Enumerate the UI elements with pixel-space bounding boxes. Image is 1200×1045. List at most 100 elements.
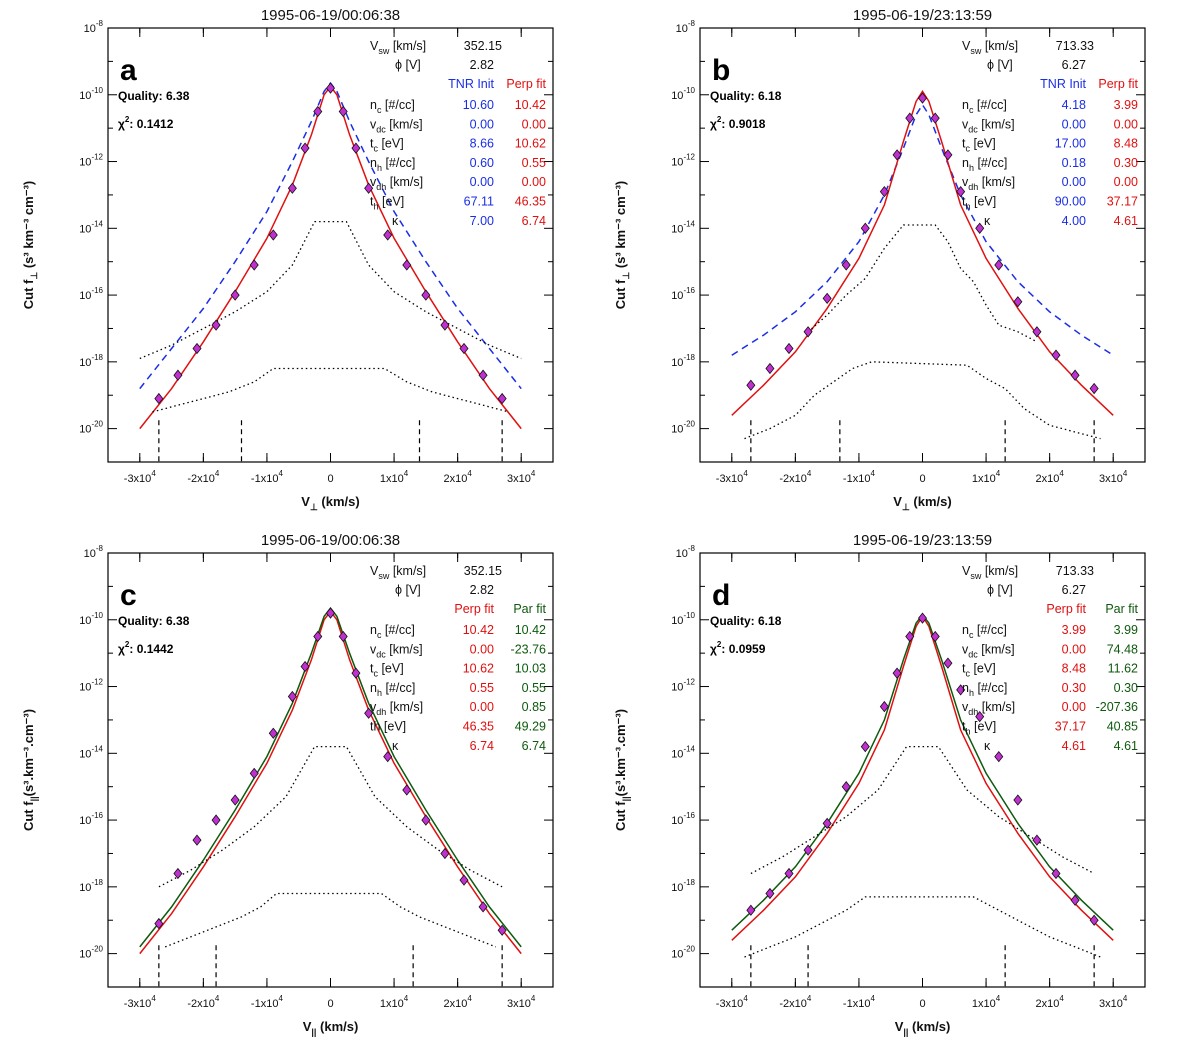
data-point bbox=[230, 289, 240, 301]
y-tick-label: 10-16 bbox=[79, 811, 103, 827]
data-point bbox=[268, 229, 278, 241]
x-tick-label: -2x104 bbox=[187, 469, 220, 485]
x-tick-label: 1x104 bbox=[972, 469, 1001, 485]
y-tick-label: 10-10 bbox=[671, 611, 695, 627]
param-value-col1: 0.30 bbox=[1062, 681, 1086, 695]
param-value-col1: 3.99 bbox=[1062, 623, 1086, 637]
param-value-col1: 0.00 bbox=[1062, 642, 1086, 656]
data-point bbox=[300, 142, 310, 154]
data-point bbox=[351, 667, 361, 679]
param-value-col2: 0.30 bbox=[1114, 681, 1138, 695]
vsw-value: 713.33 bbox=[1056, 564, 1094, 578]
data-point bbox=[211, 814, 221, 826]
data-point bbox=[1051, 867, 1061, 880]
noise-curve bbox=[164, 892, 497, 948]
phi-label: ϕ [V] bbox=[395, 58, 421, 72]
data-point bbox=[943, 657, 953, 669]
data-point bbox=[841, 259, 851, 271]
param-value-col1: 0.60 bbox=[470, 156, 494, 170]
noise-curve bbox=[750, 745, 1095, 875]
panel-letter: a bbox=[120, 54, 137, 87]
data-point bbox=[746, 904, 756, 916]
param-value-col2: 10.62 bbox=[515, 137, 546, 151]
y-tick-label: 10-18 bbox=[671, 353, 695, 369]
y-tick-label: 10-12 bbox=[79, 678, 103, 694]
y-tick-label: 10-14 bbox=[671, 744, 695, 760]
param-name: th [eV] bbox=[370, 195, 404, 212]
noise-curve bbox=[744, 361, 1101, 440]
phi-value: 2.82 bbox=[470, 58, 494, 72]
param-value-col1: 10.62 bbox=[463, 662, 494, 676]
param-value-col2: 0.85 bbox=[522, 700, 546, 714]
data-point bbox=[975, 710, 985, 723]
param-name: th [eV] bbox=[962, 720, 996, 737]
quality-label: Quality: 6.38 bbox=[118, 89, 190, 103]
x-tick-label: 0 bbox=[327, 473, 333, 485]
x-tick-label: 3x104 bbox=[507, 469, 536, 485]
param-value-col2: 4.61 bbox=[1114, 214, 1138, 228]
y-tick-label: 10-8 bbox=[84, 19, 104, 35]
parameter-table: Vsw [km/s] 713.33 ϕ [V] 6.27 TNR Init Perp fi… bbox=[962, 39, 1139, 228]
data-point bbox=[173, 867, 183, 880]
param-name: nh [#/cc] bbox=[962, 156, 1007, 173]
y-tick-label: 10-8 bbox=[676, 544, 696, 560]
y-tick-label: 10-12 bbox=[79, 153, 103, 169]
x-tick-label: 2x104 bbox=[1035, 994, 1064, 1010]
x-tick-label: -1x104 bbox=[843, 469, 876, 485]
column-header-2: Par fit bbox=[513, 602, 546, 616]
x-tick-label: 3x104 bbox=[1099, 469, 1128, 485]
y-tick-label: 10-10 bbox=[79, 611, 103, 627]
param-value-col2: 6.74 bbox=[522, 739, 546, 753]
data-point bbox=[211, 319, 221, 331]
tnr-init-curve bbox=[139, 81, 522, 390]
noise-curve bbox=[744, 896, 1101, 958]
param-value-col1: 6.74 bbox=[470, 739, 494, 753]
quality-label: Quality: 6.18 bbox=[710, 89, 782, 103]
data-point bbox=[784, 867, 794, 880]
param-name: nc [#/cc] bbox=[370, 98, 415, 115]
data-point bbox=[249, 767, 259, 779]
x-tick-label: 0 bbox=[919, 473, 925, 485]
column-header-2: Perp fit bbox=[506, 77, 546, 91]
param-value-col1: 0.00 bbox=[470, 700, 494, 714]
vsw-label: Vsw [km/s] bbox=[962, 564, 1018, 581]
param-value-col2: 74.48 bbox=[1107, 642, 1138, 656]
param-value-col1: 17.00 bbox=[1055, 137, 1086, 151]
x-tick-label: 3x104 bbox=[507, 994, 536, 1010]
column-header-1: TNR Init bbox=[448, 77, 494, 91]
param-name: vdh [km/s] bbox=[962, 175, 1015, 192]
param-value-col1: 37.17 bbox=[1055, 720, 1086, 734]
param-value-col2: 11.62 bbox=[1108, 662, 1138, 676]
x-tick-label: 2x104 bbox=[443, 994, 472, 1010]
perp-fit-curve bbox=[139, 85, 522, 430]
vsw-label: Vsw [km/s] bbox=[370, 564, 426, 581]
quality-label: Quality: 6.18 bbox=[710, 614, 782, 628]
param-value-col2: -23.76 bbox=[511, 642, 546, 656]
x-axis-label: V|| (km/s) bbox=[303, 1019, 359, 1037]
panel-title: 1995-06-19/23:13:59 bbox=[853, 7, 992, 24]
data-point bbox=[230, 794, 240, 806]
param-name: tc [eV] bbox=[370, 662, 404, 679]
param-name: κ bbox=[984, 214, 991, 228]
vsw-label: Vsw [km/s] bbox=[370, 39, 426, 56]
param-value-col2: 0.55 bbox=[522, 156, 546, 170]
data-point bbox=[1051, 349, 1061, 361]
x-axis-label: V|| (km/s) bbox=[895, 1019, 951, 1037]
y-tick-label: 10-14 bbox=[79, 219, 103, 235]
vsw-value: 352.15 bbox=[464, 39, 502, 53]
panel-d: 1995-06-19/23:13:59 10-8 10-10 10-12 10-14 10… bbox=[613, 532, 1146, 1037]
data-point bbox=[1070, 369, 1080, 381]
data-point bbox=[192, 834, 202, 846]
phi-value: 2.82 bbox=[470, 583, 494, 597]
panel-letter: b bbox=[712, 54, 730, 87]
y-tick-label: 10-16 bbox=[671, 811, 695, 827]
y-tick-label: 10-8 bbox=[676, 19, 696, 35]
data-point bbox=[249, 259, 259, 271]
data-point bbox=[860, 222, 870, 234]
param-name: κ bbox=[984, 739, 991, 753]
param-name: vdc [km/s] bbox=[370, 642, 423, 659]
column-header-1: TNR Init bbox=[1040, 77, 1086, 91]
param-name: vdc [km/s] bbox=[962, 117, 1015, 134]
x-axis-label: V⊥ (km/s) bbox=[301, 494, 359, 512]
